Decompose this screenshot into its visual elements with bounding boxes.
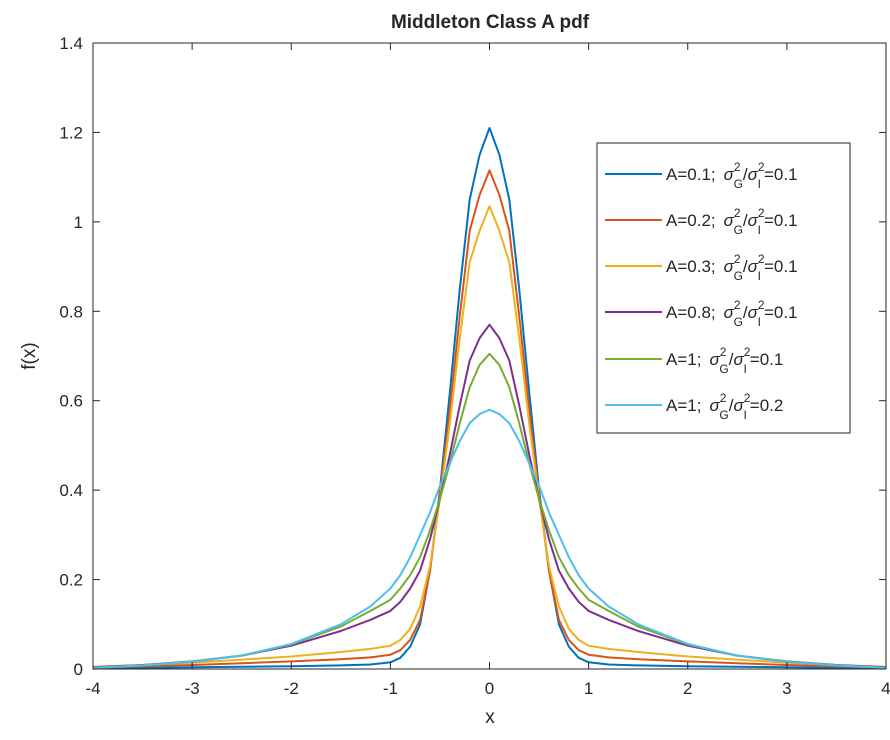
- x-tick-label: -2: [284, 679, 299, 698]
- x-tick-label: 1: [584, 679, 593, 698]
- chart-title: Middleton Class A pdf: [391, 12, 590, 33]
- x-axis-label: x: [485, 707, 495, 728]
- legend-ratio: 0.2: [760, 396, 784, 415]
- legend-entry: A=1; σ2 G/σ2 I =0.2: [605, 391, 783, 422]
- legend-ratio: 0.1: [760, 350, 784, 369]
- y-tick-label: 0: [74, 660, 83, 679]
- x-tick-label: 2: [683, 679, 692, 698]
- legend-ratio: 0.1: [774, 211, 798, 230]
- legend-prefix: A=1;: [666, 350, 701, 369]
- legend-entry: A=0.8; σ2 G/σ2 I =0.1: [605, 298, 798, 329]
- series-lines: [92, 127, 887, 670]
- y-tick-label: 0.4: [59, 481, 83, 500]
- legend-ratio: 0.1: [774, 303, 798, 322]
- legend-entry: A=1; σ2 G/σ2 I =0.1: [605, 345, 783, 376]
- x-tick-label: 0: [485, 679, 494, 698]
- y-tick-label: 1.4: [59, 34, 83, 53]
- legend-label: A=1; σ2 G/σ2 I =0.2: [666, 391, 783, 422]
- y-tick-label: 0.8: [59, 302, 83, 321]
- legend-entry: A=0.2; σ2 G/σ2 I =0.1: [605, 206, 798, 237]
- series-line-3: [92, 205, 887, 668]
- x-tick-label: 4: [881, 679, 890, 698]
- legend-ratio: 0.1: [774, 257, 798, 276]
- y-tick-label: 0.2: [59, 571, 83, 590]
- legend-ratio: 0.1: [774, 165, 798, 184]
- legend-label: A=0.1; σ2 G/σ2 I =0.1: [666, 160, 798, 191]
- series-line-6: [92, 408, 887, 669]
- y-tick-label: 1: [74, 213, 83, 232]
- y-tick-label: 1.2: [59, 123, 83, 142]
- x-tick-label: -1: [383, 679, 398, 698]
- legend-prefix: A=0.1;: [666, 165, 716, 184]
- legend-prefix: A=0.2;: [666, 211, 716, 230]
- legend-prefix: A=1;: [666, 396, 701, 415]
- series-line-5: [92, 352, 887, 669]
- series-line-2: [92, 169, 887, 669]
- series-line-4: [92, 323, 887, 669]
- legend-prefix: A=0.3;: [666, 257, 716, 276]
- legend-entry: A=0.1; σ2 G/σ2 I =0.1: [605, 160, 798, 191]
- y-tick-label: 0.6: [59, 392, 83, 411]
- legend-label: A=0.2; σ2 G/σ2 I =0.1: [666, 206, 798, 237]
- x-axis-ticks: -4 -3 -2 -1 0 1 2 3 4: [85, 43, 890, 698]
- legend-label: A=1; σ2 G/σ2 I =0.1: [666, 345, 783, 376]
- series-line-1: [92, 127, 887, 670]
- legend-entry: A=0.3; σ2 G/σ2 I =0.1: [605, 252, 798, 283]
- y-axis-label: f(x): [19, 342, 40, 369]
- legend: A=0.1; σ2 G/σ2 I =0.1 A=0.2; σ2 G/σ2 I =0.1 A=0.3;…: [596, 142, 851, 434]
- legend-box: [596, 142, 851, 434]
- legend-label: A=0.8; σ2 G/σ2 I =0.1: [666, 298, 798, 329]
- legend-label: A=0.3; σ2 G/σ2 I =0.1: [666, 252, 798, 283]
- x-tick-label: -4: [85, 679, 100, 698]
- y-axis-ticks: 0 0.2 0.4 0.6 0.8 1 1.2 1.4: [59, 34, 886, 679]
- legend-prefix: A=0.8;: [666, 303, 716, 322]
- x-tick-label: 3: [782, 679, 791, 698]
- x-tick-label: -3: [185, 679, 200, 698]
